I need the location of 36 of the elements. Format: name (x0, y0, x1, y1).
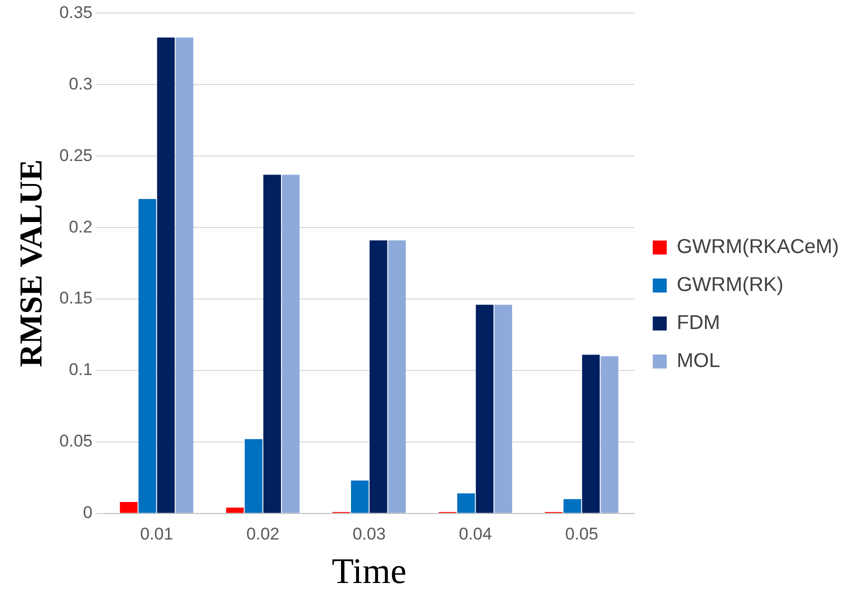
y-tick-label: 0.35 (59, 2, 92, 22)
bar (157, 37, 175, 513)
x-tick-label: 0.01 (140, 524, 174, 544)
bar (244, 439, 262, 513)
x-tick-label: 0.05 (565, 524, 598, 544)
y-tick-label: 0 (83, 503, 92, 522)
y-tick-label: 0.3 (68, 74, 92, 94)
bar (388, 240, 406, 513)
bar (563, 499, 582, 513)
bar (350, 480, 369, 513)
bar (263, 174, 281, 513)
bar (457, 493, 475, 513)
legend-label: GWRM(RKACeM) (676, 236, 839, 258)
y-axis-title: RMSE VALUE (12, 159, 48, 368)
legend-label: GWRM(RK) (676, 274, 784, 296)
bar (370, 240, 388, 513)
legend-label: FDM (676, 312, 720, 334)
bar (138, 198, 156, 513)
bar (226, 508, 244, 513)
y-tick-label: 0.25 (59, 146, 92, 165)
y-tick-label: 0.05 (59, 432, 92, 451)
bar (176, 37, 194, 513)
bar (282, 174, 300, 513)
x-tick-label: 0.04 (458, 524, 492, 544)
y-tick-label: 0.1 (68, 360, 92, 380)
bar (582, 354, 600, 513)
x-tick-label: 0.03 (352, 524, 386, 544)
bar (494, 304, 512, 513)
x-tick-label: 0.02 (246, 524, 280, 544)
bar (120, 502, 138, 513)
y-tick-label: 0.2 (68, 217, 92, 236)
legend-label: MOL (676, 350, 720, 372)
y-tick-label: 0.15 (59, 288, 92, 308)
bar (600, 356, 618, 513)
bar (476, 304, 494, 513)
x-axis-title: Time (332, 550, 406, 591)
